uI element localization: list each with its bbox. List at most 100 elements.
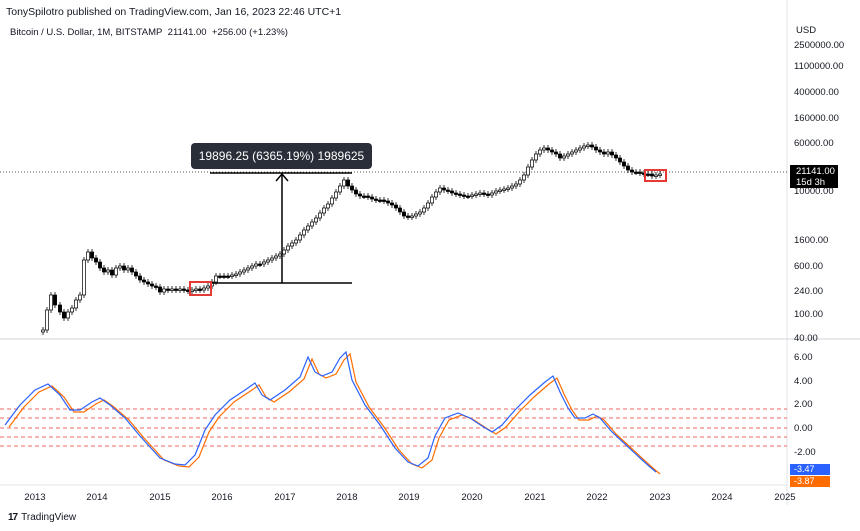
price-tick-label: 60000.00	[794, 138, 834, 149]
candle-body	[578, 147, 582, 151]
candle-body	[518, 179, 522, 185]
candle-body	[358, 193, 362, 197]
candle-body	[350, 185, 354, 191]
candle-body	[538, 149, 542, 155]
candle-body	[410, 215, 414, 218]
footer-brand[interactable]: 17 TradingView	[8, 512, 76, 523]
oscillator-orange-line	[8, 352, 661, 475]
candle-body	[574, 149, 578, 153]
candle-body	[114, 267, 118, 276]
candle-body	[582, 145, 586, 149]
candle-body	[526, 166, 530, 176]
candle-body	[474, 193, 478, 196]
candle-body	[534, 153, 538, 161]
candle-body	[90, 251, 94, 259]
candle-body	[450, 190, 454, 194]
candle-body	[626, 165, 630, 171]
price-axis[interactable]: 2500000.00 1100000.00 400000.00 160000.00 60…	[794, 40, 844, 344]
candle-body	[494, 190, 498, 194]
oscillator-tick-label: 6.00	[794, 352, 813, 363]
candle-body	[154, 285, 158, 288]
candle-body	[490, 192, 494, 196]
candle-body	[102, 267, 106, 273]
candle-body	[258, 263, 262, 266]
price-tick-label: 1100000.00	[794, 61, 844, 72]
candle-body	[498, 189, 502, 192]
candle-body	[658, 173, 662, 176]
candle-body	[41, 329, 45, 333]
candle-body	[558, 153, 562, 159]
candle-body	[514, 183, 518, 187]
candle-body	[566, 153, 570, 157]
time-tick-label: 2017	[274, 492, 295, 503]
candle-body	[162, 288, 166, 293]
candle-body	[346, 179, 350, 187]
candle-body	[370, 196, 374, 200]
candle-body	[122, 265, 126, 271]
oscillator-blue-tag: -3.47	[790, 464, 830, 475]
oscillator-axis[interactable]: 6.00 4.00 2.00 0.00 -2.00	[794, 352, 816, 458]
candle-body	[214, 275, 218, 283]
candle-body	[178, 288, 182, 291]
price-tick-label: 400000.00	[794, 87, 839, 98]
tradingview-logo-icon: 17	[8, 512, 18, 523]
candle-body	[170, 288, 174, 291]
candle-body	[634, 171, 638, 174]
oscillator-tick-label: -2.00	[794, 447, 816, 458]
candle-body	[82, 259, 86, 296]
candle-body	[294, 239, 298, 244]
candle-body	[158, 286, 162, 293]
candle-body	[366, 195, 370, 198]
time-tick-label: 2020	[461, 492, 482, 503]
candle-body	[270, 257, 274, 261]
candle-body	[430, 196, 434, 204]
candle-body	[374, 198, 378, 201]
candle-body	[542, 147, 546, 151]
current-price-value: 21141.00	[796, 166, 835, 177]
candle-body	[238, 271, 242, 275]
candle-body	[74, 299, 78, 309]
candle-body	[586, 144, 590, 147]
candle-body	[134, 271, 138, 277]
candle-body	[502, 188, 506, 191]
time-tick-label: 2025	[774, 492, 795, 503]
candle-body	[278, 253, 282, 257]
candle-body	[466, 195, 470, 198]
candle-body	[246, 267, 250, 271]
oscillator-levels	[0, 408, 787, 447]
candle-body	[242, 269, 246, 273]
price-tick-label: 10000.00	[794, 186, 834, 197]
candle-body	[506, 187, 510, 190]
candle-body	[562, 155, 566, 159]
candle-body	[618, 157, 622, 163]
price-tick-label: 160000.00	[794, 113, 839, 124]
candle-body	[594, 146, 598, 151]
candle-body	[326, 203, 330, 209]
candle-body	[482, 192, 486, 195]
symbol-price: 21141.00	[167, 27, 207, 38]
candle-body	[86, 251, 90, 261]
time-axis[interactable]: 2013 2014 2015 2016 2017 2018 2019 2020 2021 2022…	[24, 492, 795, 503]
highlight-box-current	[644, 169, 667, 182]
candle-body	[446, 189, 450, 192]
symbol-change: +256.00 (+1.23%)	[211, 27, 288, 38]
oscillator-tick-label: 4.00	[794, 376, 813, 387]
candle-body	[646, 173, 650, 176]
measure-tool[interactable]	[210, 172, 352, 284]
candle-body	[486, 193, 490, 196]
candle-body	[398, 207, 402, 213]
candle-body	[286, 245, 290, 251]
candle-body	[546, 147, 550, 151]
candle-body	[142, 279, 146, 283]
candle-body	[342, 179, 346, 187]
candle-body	[386, 200, 390, 204]
candle-body	[362, 195, 366, 198]
candle-body	[222, 275, 226, 278]
candle-body	[438, 187, 442, 193]
price-tick-label: 2500000.00	[794, 40, 844, 51]
candle-body	[622, 161, 626, 167]
candle-body	[630, 169, 634, 173]
price-tick-label: 1600.00	[794, 235, 828, 246]
highlight-box-2015-low	[189, 281, 212, 296]
